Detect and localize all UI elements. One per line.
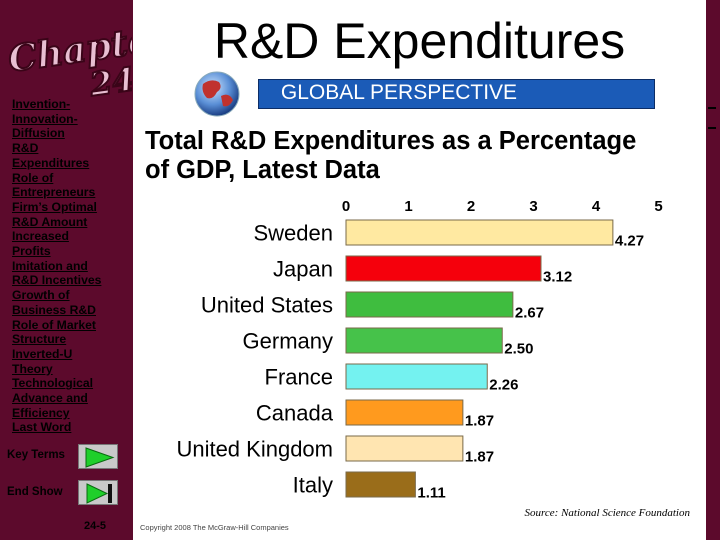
nav-link[interactable]: Profits bbox=[12, 244, 51, 259]
chapter-logo: Chapter 24 bbox=[5, 15, 132, 97]
bar bbox=[345, 471, 416, 498]
x-tick-label: 2 bbox=[467, 198, 475, 215]
nav-link[interactable]: R&D Amount bbox=[12, 214, 88, 229]
nav-link[interactable]: R&D bbox=[12, 141, 39, 156]
nav-link[interactable]: Theory bbox=[12, 361, 53, 376]
nav-link[interactable]: Role of Market bbox=[12, 317, 96, 332]
bar bbox=[345, 399, 464, 426]
page-number: 24-5 bbox=[84, 520, 107, 532]
nav-link[interactable]: Innovation- bbox=[12, 111, 78, 126]
value-label: 2.50 bbox=[504, 341, 533, 358]
skip-to-end-icon bbox=[86, 483, 112, 504]
right-edge-tick bbox=[708, 127, 716, 129]
nav-link[interactable]: Structure bbox=[12, 332, 67, 347]
x-tick-label: 4 bbox=[592, 198, 601, 215]
nav-link[interactable]: Role of bbox=[12, 170, 54, 185]
value-label: 3.12 bbox=[543, 269, 572, 286]
nav-link[interactable]: Technological bbox=[12, 376, 94, 391]
source-note: Source: National Science Foundation bbox=[524, 507, 690, 519]
category-label: Canada bbox=[256, 401, 334, 426]
x-tick-label: 5 bbox=[654, 198, 662, 215]
bar bbox=[345, 363, 488, 390]
nav-link[interactable]: R&D Incentives bbox=[12, 273, 102, 288]
page-title: R&D Expenditures bbox=[213, 13, 626, 69]
bar bbox=[345, 255, 542, 282]
category-label: United States bbox=[201, 293, 333, 318]
value-label: 1.87 bbox=[465, 449, 494, 466]
value-label: 1.87 bbox=[465, 413, 494, 430]
chart-subtitle-line2: of GDP, Latest Data bbox=[145, 156, 380, 184]
bar bbox=[345, 219, 614, 246]
category-label: Japan bbox=[273, 257, 333, 282]
nav-link[interactable]: Advance and bbox=[12, 391, 88, 406]
copyright-notice: Copyright 2008 The McGraw-Hill Companies bbox=[140, 523, 289, 532]
nav-link[interactable]: Increased bbox=[12, 229, 69, 244]
nav-link[interactable]: Efficiency bbox=[12, 405, 70, 420]
bar bbox=[345, 327, 503, 354]
nav-link[interactable]: Growth of bbox=[12, 288, 70, 303]
value-label: 4.27 bbox=[615, 233, 644, 250]
category-label: France bbox=[265, 365, 333, 390]
value-label: 2.67 bbox=[515, 305, 544, 322]
right-edge-tick bbox=[708, 107, 716, 109]
chart-subtitle-line1: Total R&D Expenditures as a Percentage bbox=[145, 127, 637, 155]
global-perspective-label: GLOBAL PERSPECTIVE bbox=[280, 81, 518, 104]
chapter-nav-list: Invention- Innovation- Diffusion R&D Expendi… bbox=[12, 97, 130, 435]
chapter-sidebar: Chapter 24 Invention- Innovation- Diffusio… bbox=[0, 0, 133, 540]
category-label: Sweden bbox=[253, 221, 333, 246]
category-label: Italy bbox=[293, 473, 333, 498]
nav-link[interactable]: Inverted-U bbox=[12, 346, 73, 361]
nav-link[interactable]: Imitation and bbox=[12, 258, 88, 273]
x-tick-label: 0 bbox=[342, 198, 350, 215]
globe-icon bbox=[194, 71, 240, 117]
nav-link[interactable]: Business R&D bbox=[12, 302, 96, 317]
category-label: United Kingdom bbox=[176, 437, 333, 462]
nav-link[interactable]: Diffusion bbox=[12, 126, 65, 141]
bar bbox=[345, 291, 514, 318]
end-show-button[interactable] bbox=[78, 480, 118, 505]
right-edge-bar bbox=[706, 0, 720, 540]
key-terms-button[interactable] bbox=[78, 444, 118, 469]
nav-link[interactable]: Firm’s Optimal bbox=[12, 199, 97, 214]
nav-link[interactable]: Entrepreneurs bbox=[12, 185, 96, 200]
bar bbox=[345, 435, 464, 462]
play-arrow-icon bbox=[85, 447, 115, 468]
nav-link[interactable]: Invention- bbox=[12, 97, 71, 111]
category-label: Germany bbox=[243, 329, 333, 354]
x-tick-label: 1 bbox=[404, 198, 412, 215]
nav-link[interactable]: Expenditures bbox=[12, 155, 90, 170]
x-tick-label: 3 bbox=[529, 198, 537, 215]
chapter-number: 24 bbox=[87, 60, 132, 97]
value-label: 2.26 bbox=[489, 377, 518, 394]
value-label: 1.11 bbox=[417, 485, 445, 502]
end-show-label: End Show bbox=[7, 486, 63, 498]
key-terms-label: Key Terms bbox=[7, 449, 65, 461]
global-perspective-banner bbox=[258, 79, 655, 109]
nav-link[interactable]: Last Word bbox=[12, 420, 72, 435]
